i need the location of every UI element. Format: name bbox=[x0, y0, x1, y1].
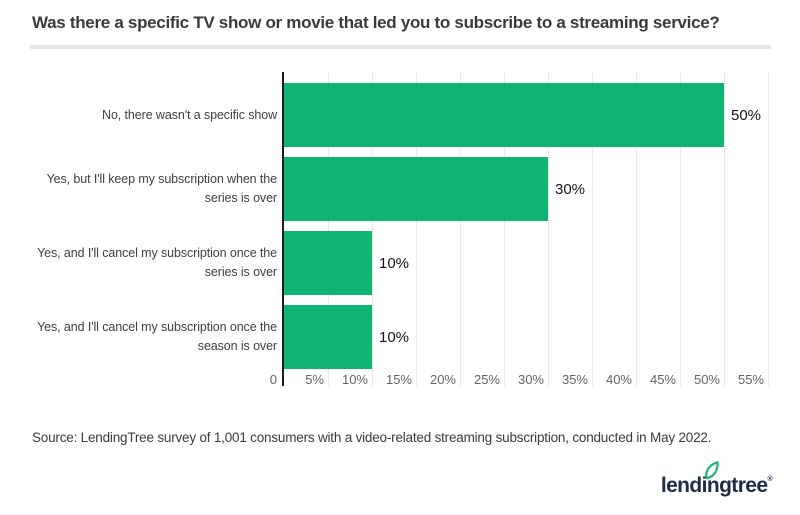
value-label: 50% bbox=[731, 106, 762, 124]
category-label: Yes, and I'll cancel my subscription onc… bbox=[37, 320, 277, 353]
x-tick-label: 30% bbox=[517, 372, 544, 387]
gridline bbox=[416, 72, 417, 386]
logo-wordmark: lendingtree bbox=[660, 474, 768, 497]
x-tick-label: 25% bbox=[473, 372, 500, 387]
chart-title: Was there a specific TV show or movie th… bbox=[32, 13, 720, 32]
bar-chart-plot: 50% 30% 10% 10% 0 5% 10% 15% 20% 25% 30% 35% 40% 45%… bbox=[270, 72, 769, 388]
x-tick-label: 15% bbox=[385, 372, 412, 387]
source-note: Source: LendingTree survey of 1,001 cons… bbox=[32, 430, 712, 445]
x-tick-label: 35% bbox=[561, 372, 588, 387]
category-label: Yes, but I'll keep my subscription when … bbox=[46, 172, 278, 205]
lendingtree-logo: lendingtree ® bbox=[660, 461, 773, 498]
x-tick-label: 10% bbox=[341, 372, 368, 387]
gridline bbox=[680, 72, 681, 386]
x-tick-label: 50% bbox=[693, 372, 720, 387]
category-label: No, there wasn't a specific show bbox=[102, 107, 277, 122]
gridline bbox=[548, 72, 549, 386]
gridline bbox=[460, 72, 461, 386]
x-tick-label: 45% bbox=[649, 372, 676, 387]
x-tick-label: 55% bbox=[737, 372, 764, 387]
gridline bbox=[328, 72, 329, 386]
gridline bbox=[724, 72, 725, 386]
y-axis-line bbox=[282, 72, 284, 386]
bar-2 bbox=[284, 157, 548, 221]
category-label: Yes, and I'll cancel my subscription onc… bbox=[37, 246, 277, 279]
bar-1 bbox=[284, 83, 724, 147]
bar-3 bbox=[284, 231, 372, 295]
value-label: 10% bbox=[379, 254, 410, 272]
title-divider bbox=[30, 45, 771, 49]
value-label: 30% bbox=[555, 180, 586, 198]
leaf-icon bbox=[703, 461, 720, 486]
bar-4 bbox=[284, 305, 372, 369]
gridline bbox=[768, 72, 769, 386]
x-tick-label: 0 bbox=[269, 372, 277, 387]
gridline bbox=[636, 72, 637, 386]
value-label: 10% bbox=[379, 328, 410, 346]
x-tick-label: 5% bbox=[305, 372, 324, 387]
gridline bbox=[592, 72, 593, 386]
category-axis-labels: No, there wasn't a specific show Yes, but… bbox=[28, 72, 277, 388]
gridline bbox=[372, 72, 373, 386]
x-tick-label: 40% bbox=[605, 372, 632, 387]
trademark-symbol: ® bbox=[767, 476, 772, 483]
gridline bbox=[504, 72, 505, 386]
x-tick-label: 20% bbox=[429, 372, 456, 387]
